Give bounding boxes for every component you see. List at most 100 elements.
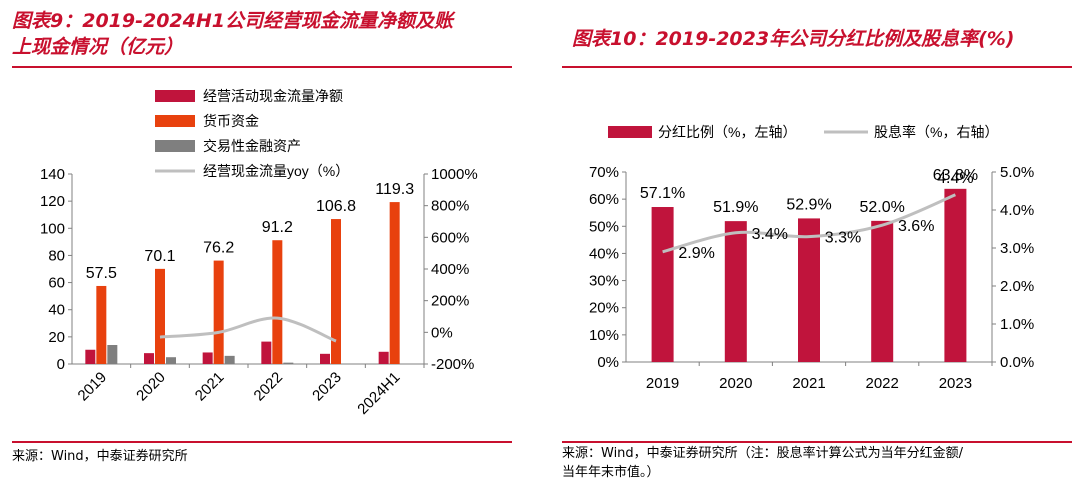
bar-payout-ratio: [724, 221, 747, 362]
bar-trading-financial-assets: [166, 357, 176, 364]
legend-swatch-3: [155, 140, 195, 152]
right-y-tick-label: 1000%: [431, 166, 478, 183]
bar-operating-cashflow: [378, 351, 389, 364]
data-label-cash: 70.1: [144, 248, 175, 265]
legend-label-yield: 股息率（%，右轴）: [874, 124, 998, 140]
data-label-payout: 52.0%: [860, 199, 905, 216]
data-label-yield: 3.3%: [825, 230, 861, 247]
data-label-yield: 3.4%: [752, 226, 788, 243]
bar-payout-ratio: [871, 220, 894, 362]
legend-swatch-2: [155, 115, 195, 127]
data-label-cash: 119.3: [375, 181, 414, 198]
x-category-label: 2019: [646, 375, 679, 392]
right-y-tick-label: 800%: [431, 198, 469, 215]
left-y-tick-label: 120: [40, 193, 65, 210]
right-source-line2: 当年年末市值。）: [562, 465, 660, 480]
left-y-tick-label: 40%: [589, 245, 619, 262]
left-y-tick-label: 0%: [597, 354, 619, 371]
x-category-label: 2023: [939, 375, 972, 392]
left-y-tick-label: 140: [40, 166, 65, 183]
right-y-tick-label: 2.0%: [1000, 278, 1034, 295]
left-y-tick-label: 40: [48, 302, 65, 319]
left-y-tick-label: 0: [57, 356, 65, 373]
x-category-label: 2021: [792, 375, 825, 392]
x-category-label: 2022: [251, 369, 287, 405]
right-y-tick-label: 1.0%: [1000, 316, 1034, 333]
bar-operating-cashflow: [202, 352, 213, 364]
data-label-cash: 76.2: [203, 240, 234, 257]
data-label-yield: 2.9%: [678, 245, 714, 262]
bar-cash-balance: [331, 219, 341, 364]
left-title-rule: [12, 66, 512, 68]
line-dividend-yield: [662, 193, 956, 254]
left-chart-title-line2: 上现金情况（亿元）: [12, 36, 184, 58]
left-y-tick-label: 20: [48, 329, 65, 346]
x-category-label: 2020: [133, 369, 169, 405]
right-source-rule: [562, 441, 1072, 443]
left-y-tick-label: 80: [48, 247, 65, 264]
left-y-tick-label: 70%: [589, 164, 619, 181]
left-chart-title-line1: 图表9：2019-2024H1公司经营现金流量净额及账: [12, 10, 453, 32]
data-label-yield: 4.4%: [937, 170, 973, 187]
x-category-label: 2021: [192, 369, 228, 405]
data-label-yield: 3.6%: [898, 218, 934, 235]
left-chart-title: 图表9：2019-2024H1公司经营现金流量净额及账 上现金情况（亿元）: [12, 8, 522, 60]
right-figure-panel: 图表10：2019-2023年公司分红比例及股息率(%) 分红比例（%，左轴） 股…: [552, 0, 1080, 489]
left-y-tick-label: 20%: [589, 300, 619, 317]
data-label-payout: 63.8%: [933, 167, 978, 184]
bar-operating-cashflow: [261, 341, 272, 364]
data-label-cash: 57.5: [86, 265, 117, 282]
bar-cash-balance: [155, 268, 165, 364]
right-y-tick-label: 200%: [431, 293, 469, 310]
line-cashflow-yoy: [159, 316, 337, 343]
legend-label-2: 货币资金: [203, 113, 259, 129]
legend-label-4: 经营现金流量yoy（%）: [203, 163, 349, 179]
right-source-note: 来源：Wind，中泰证券研究所（注：股息率计算公式为当年分红金额/ 当年年末市值…: [562, 444, 963, 482]
right-y-tick-label: -200%: [431, 356, 474, 373]
left-y-tick-label: 60: [48, 275, 65, 292]
right-y-tick-label: 3.0%: [1000, 240, 1034, 257]
bar-cash-balance: [272, 240, 283, 364]
right-y-tick-label: 0.0%: [1000, 354, 1034, 371]
bar-payout-ratio: [944, 188, 967, 362]
right-chart-svg: 分红比例（%，左轴） 股息率（%，右轴） 0% 10% 20% 30% 40% 50% 60% 7…: [589, 124, 1034, 392]
right-y-tick-label: 4.0%: [1000, 202, 1034, 219]
bar-operating-cashflow: [85, 349, 96, 364]
data-label-payout: 52.9%: [786, 196, 831, 213]
data-label-payout: 51.9%: [713, 199, 758, 216]
data-label-cash: 106.8: [316, 198, 356, 215]
bar-cash-balance: [96, 285, 107, 364]
legend-swatch-1: [155, 90, 195, 102]
legend-label-3: 交易性金融资产: [203, 138, 301, 154]
x-category-label: 2020: [719, 375, 752, 392]
bar-payout-ratio: [798, 218, 820, 362]
bar-payout-ratio: [651, 207, 674, 362]
right-y-tick-label: 400%: [431, 261, 469, 278]
left-y-tick-label: 100: [40, 220, 65, 237]
bar-operating-cashflow: [144, 353, 154, 364]
x-category-label: 2019: [75, 369, 111, 405]
right-y-tick-label: 600%: [431, 229, 469, 246]
left-y-tick-label: 50%: [589, 218, 619, 235]
legend-swatch-payout: [608, 126, 652, 138]
x-category-label: 2022: [866, 375, 899, 392]
bar-trading-financial-assets: [283, 362, 294, 364]
x-category-label: 2024H1: [354, 369, 403, 418]
bar-cash-balance: [213, 260, 224, 364]
bar-cash-balance: [389, 202, 400, 364]
data-label-payout: 57.1%: [640, 185, 685, 202]
left-y-tick-label: 10%: [589, 327, 619, 344]
bar-trading-financial-assets: [107, 345, 118, 364]
left-source-note: 来源：Wind，中泰证券研究所: [12, 449, 188, 464]
right-chart-title: 图表10：2019-2023年公司分红比例及股息率(%): [572, 28, 1015, 50]
bar-trading-financial-assets: [224, 355, 235, 364]
legend-label-payout: 分红比例（%，左轴）: [658, 124, 796, 140]
right-title-rule: [562, 66, 1072, 68]
bar-operating-cashflow: [320, 353, 330, 364]
data-label-cash: 91.2: [262, 219, 293, 236]
left-y-tick-label: 30%: [589, 273, 619, 290]
right-y-tick-label: 0%: [431, 324, 453, 341]
left-source-rule: [12, 441, 512, 443]
x-category-label: 2023: [309, 369, 345, 405]
